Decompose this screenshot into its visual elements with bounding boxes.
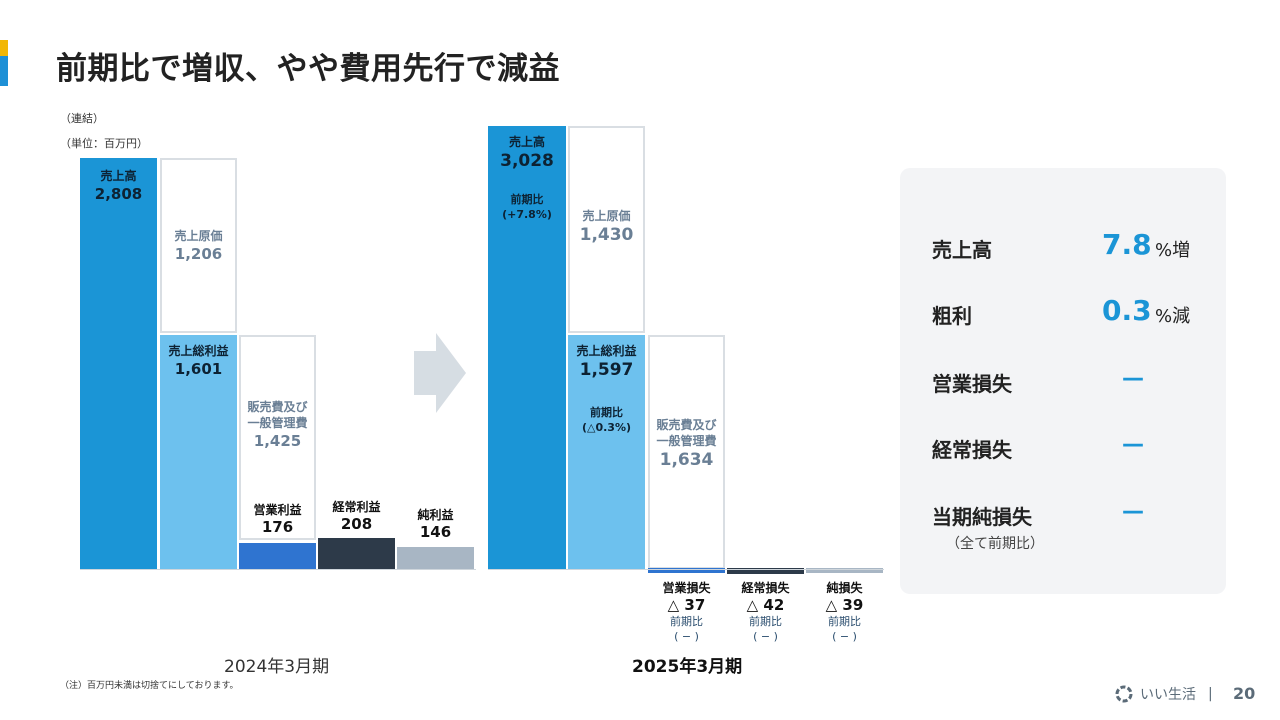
summary-row-net-loss: 当期純損失 — (932, 493, 1222, 533)
label-2025-ordinary-yoy: ( − ) (753, 630, 778, 643)
arrow-right-icon (414, 333, 466, 413)
bar-2024-gross-profit-name: 売上総利益 (168, 344, 229, 358)
bar-2024-sga-name-1: 販売費及び (247, 400, 308, 414)
label-2025-net-value: △ 39 (825, 596, 864, 614)
bar-2025-revenue: 売上高 3,028 前期比 (+7.8%) (488, 126, 566, 569)
label-2024-net-name: 純利益 (417, 508, 454, 522)
summary-row-label: 当期純損失 (932, 505, 1032, 529)
label-2024-operating-value: 176 (261, 518, 294, 536)
summary-row-label: 粗利 (932, 304, 972, 328)
bar-2024-sga: 販売費及び 一般管理費 1,425 (239, 335, 316, 540)
logo-ring-icon (1115, 685, 1133, 703)
bar-2025-cogs-name: 売上原価 (582, 209, 631, 223)
bar-2025-gross-profit-yoy-label: 前期比 (590, 406, 623, 419)
summary-panel: 売上高 7.8 %増 粗利 0.3 %減 営業損失 — 経常損失 — 当期純損失… (900, 168, 1226, 594)
bar-2025-sga-name-2: 一般管理費 (656, 434, 717, 448)
page-title: 前期比で増収、やや費用先行で減益 (56, 51, 560, 87)
summary-row-gross-margin: 粗利 0.3 %減 (932, 292, 1222, 332)
bar-2025-sga-value: 1,634 (659, 450, 714, 470)
bar-2024-revenue-value: 2,808 (94, 185, 143, 203)
bar-2025-cogs-value: 1,430 (579, 225, 634, 245)
period-label-2025: 2025年3月期 (632, 657, 743, 677)
label-2025-ordinary-yoy-label: 前期比 (749, 615, 782, 628)
bar-2025-gross-profit-name: 売上総利益 (576, 344, 637, 358)
label-2025-operating-name: 営業損失 (662, 581, 711, 595)
bar-2024-revenue: 売上高 2,808 (80, 158, 157, 569)
baseline-2024 (80, 569, 476, 570)
label-2024-ordinary-name: 経常利益 (332, 500, 381, 514)
label-2025-ordinary-value: △ 42 (746, 596, 785, 614)
bar-2024-sga-name-2: 一般管理費 (247, 416, 308, 430)
bar-2025-operating (648, 568, 725, 573)
label-2024-ordinary-value: 208 (340, 515, 373, 533)
label-2025-operating-yoy-label: 前期比 (670, 615, 703, 628)
bar-2025-revenue-value: 3,028 (500, 151, 554, 171)
title-accent-mark (0, 40, 8, 86)
bar-2024-operating (239, 543, 316, 569)
summary-row-value: 7.8 (1102, 228, 1152, 261)
label-2024-net-value: 146 (419, 523, 452, 541)
bar-2024-cogs-name: 売上原価 (174, 229, 223, 243)
bar-2025-revenue-name: 売上高 (508, 135, 545, 149)
bar-2025-sga: 販売費及び 一般管理費 1,634 (648, 335, 725, 569)
summary-row-ordinary-loss: 経常損失 — (932, 426, 1222, 466)
summary-row-operating-loss: 営業損失 — (932, 360, 1222, 400)
label-2024-operating-name: 営業利益 (253, 503, 302, 517)
summary-row-revenue: 売上高 7.8 %増 (932, 226, 1222, 266)
bar-2024-revenue-name: 売上高 (100, 169, 137, 183)
summary-row-dash: — (1122, 432, 1144, 457)
summary-row-label: 営業損失 (932, 372, 1012, 396)
label-2025-net-yoy: ( − ) (832, 630, 857, 643)
summary-row-dash: — (1122, 499, 1144, 524)
bar-2025-revenue-yoy: (+7.8%) (502, 208, 552, 221)
baseline-2025 (488, 569, 884, 570)
period-label-2024: 2024年3月期 (224, 657, 330, 677)
label-2025-operating-yoy: ( − ) (674, 630, 699, 643)
label-2025-ordinary: 経常損失 △ 42 前期比 ( − ) (727, 580, 804, 644)
label-2025-net-yoy-label: 前期比 (828, 615, 861, 628)
bar-2024-cogs: 売上原価 1,206 (160, 158, 237, 333)
label-2025-operating: 営業損失 △ 37 前期比 ( − ) (648, 580, 725, 644)
summary-row-label: 経常損失 (932, 438, 1012, 462)
bar-2024-sga-value: 1,425 (253, 432, 302, 450)
summary-row-unit: %増 (1155, 240, 1191, 261)
bar-2025-ordinary (727, 568, 804, 574)
bar-2024-gross-profit-value: 1,601 (174, 360, 223, 378)
summary-row-label: 売上高 (932, 238, 992, 262)
summary-note: （全て前期比） (946, 536, 1044, 552)
label-2024-ordinary: 経常利益 208 (318, 499, 395, 533)
bar-2025-net (806, 568, 883, 573)
label-2025-ordinary-name: 経常損失 (741, 581, 790, 595)
bar-2025-cogs: 売上原価 1,430 (568, 126, 645, 333)
bar-2025-revenue-yoy-label: 前期比 (510, 193, 544, 206)
label-2024-net: 純利益 146 (397, 507, 474, 541)
summary-row-unit: %減 (1155, 306, 1191, 327)
bar-2024-net (397, 547, 474, 569)
bar-2024-cogs-value: 1,206 (174, 245, 223, 263)
bar-2025-gross-profit-value: 1,597 (579, 360, 634, 380)
company-logo: いい生活 | (1114, 684, 1213, 704)
footnote: （注）百万円未満は切捨てにしております。 (60, 681, 239, 691)
summary-row-dash: — (1122, 366, 1144, 391)
unit-label: （単位：百万円） (60, 137, 148, 150)
page-number: 20 (1233, 684, 1256, 703)
bar-2024-gross-profit: 売上総利益 1,601 (160, 335, 237, 569)
label-2024-operating: 営業利益 176 (239, 502, 316, 536)
bar-2025-gross-profit-yoy: (△0.3%) (581, 421, 632, 434)
logo-text: いい生活 (1140, 687, 1196, 703)
consolidated-label: （連結） (60, 112, 104, 125)
bar-2024-ordinary (318, 538, 395, 569)
summary-row-value: 0.3 (1102, 294, 1152, 327)
bar-2025-sga-name-1: 販売費及び (656, 418, 717, 432)
bar-2025-gross-profit: 売上総利益 1,597 前期比 (△0.3%) (568, 335, 645, 569)
label-2025-operating-value: △ 37 (667, 596, 706, 614)
label-2025-net: 純損失 △ 39 前期比 ( − ) (806, 580, 883, 644)
footer-separator: | (1208, 686, 1213, 702)
label-2025-net-name: 純損失 (826, 581, 863, 595)
